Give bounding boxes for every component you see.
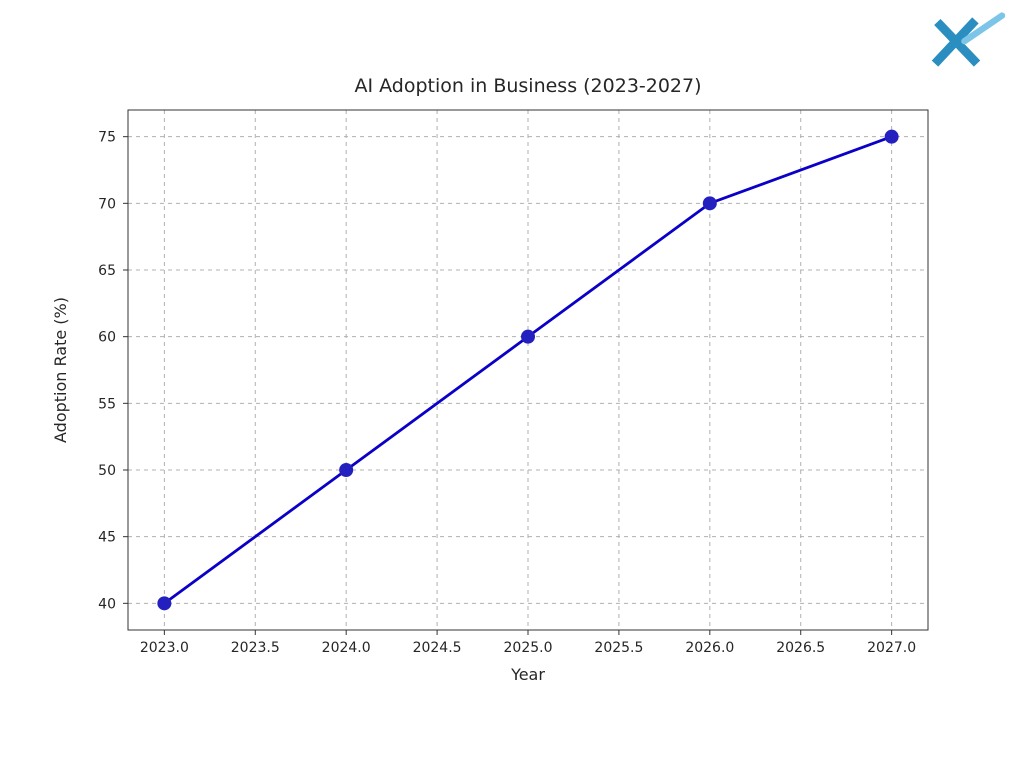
chart-container: 2023.0 2023.5 2024.0 2024.5 2025.0 2025.5 2026… [0,0,1024,768]
chart-title: AI Adoption in Business (2023-2027) [354,75,701,97]
svg-text:65: 65 [98,263,116,279]
svg-text:2024.5: 2024.5 [413,640,462,656]
svg-text:50: 50 [98,463,116,479]
svg-text:2026.5: 2026.5 [776,640,825,656]
svg-text:2025.0: 2025.0 [504,640,553,656]
svg-text:45: 45 [98,530,116,546]
brand-logo [926,12,1006,72]
data-marker [521,330,535,344]
data-marker [339,463,353,477]
svg-text:2023.0: 2023.0 [140,640,189,656]
svg-text:75: 75 [98,130,116,146]
x-axis-label: Year [510,665,545,684]
svg-text:2025.5: 2025.5 [594,640,643,656]
svg-text:2026.0: 2026.0 [685,640,734,656]
data-marker [703,196,717,210]
line-chart: 2023.0 2023.5 2024.0 2024.5 2025.0 2025.5 2026… [0,0,1024,768]
svg-text:40: 40 [98,596,116,612]
svg-text:2023.5: 2023.5 [231,640,280,656]
svg-text:70: 70 [98,196,116,212]
svg-text:2024.0: 2024.0 [322,640,371,656]
y-axis-label: Adoption Rate (%) [51,297,70,443]
svg-text:60: 60 [98,330,116,346]
svg-text:2027.0: 2027.0 [867,640,916,656]
data-marker [885,130,899,144]
svg-text:55: 55 [98,396,116,412]
data-marker [157,596,171,610]
